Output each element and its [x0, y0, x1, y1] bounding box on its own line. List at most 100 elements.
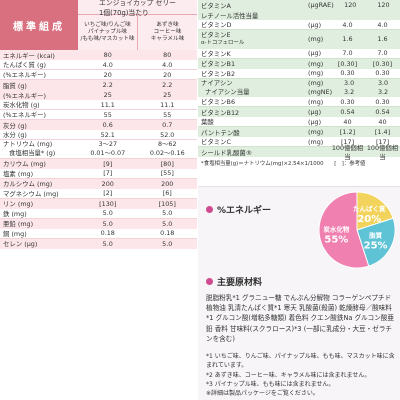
nutrient-unit: (μg) — [308, 49, 322, 57]
table-row-niacin: ナイアシン ナイアシン当量 (mg) (mgNE) 3.0 3.2 3.0 3.2 — [198, 78, 400, 97]
nutrient-name: セレン (μg) — [3, 240, 38, 248]
value-other: 0.7 — [162, 121, 173, 129]
table-row: 水分 (g) 52.1 52.0 — [0, 130, 197, 140]
pie-slice-value: 20% — [357, 214, 381, 225]
value-other: [1.4] — [374, 128, 391, 136]
value-fruit: 52.1 — [100, 130, 115, 139]
nutrient-name: シールド乳酸菌® — [201, 148, 253, 157]
pie-slice — [318, 191, 370, 269]
value-fruit: 80 — [103, 51, 112, 59]
value-fruit: 7.0 — [342, 49, 353, 57]
pie-slice — [356, 191, 394, 231]
table-row: (%エネルギー) 20 20 — [0, 70, 197, 80]
nutrient-name: ビタミンB6 — [201, 98, 236, 106]
value-fruit: 55 — [103, 110, 112, 119]
table-row: セレン (μg) 5.0 5.0 — [0, 238, 197, 249]
table-row: パントテン酸 (mg) [1.2] [1.4] — [198, 127, 400, 137]
value-other: 120 — [377, 1, 390, 9]
column-header-other: あずき味 コーヒー味 キャラメル味 — [137, 15, 197, 50]
value-fruit: [2] — [103, 189, 113, 197]
energy-materials-panel: %エネルギー たんぱく質 20% 脂質 25% 炭水化物 55% 主要原材料 脱脂粉乳*1… — [198, 186, 400, 400]
value-other: 5.0 — [162, 209, 173, 217]
table-row: シールド乳酸菌® 100億個相当 100億個相当 — [198, 144, 400, 161]
nutrient-name: 葉酸 — [201, 118, 214, 126]
table-row: 亜鉛 (mg) 5.0 5.0 — [0, 218, 197, 229]
value-other: 40 — [378, 117, 387, 126]
value-fruit: 0.54 — [340, 108, 355, 116]
value-fruit: 0.30 — [340, 69, 355, 77]
table-row: マグネシウム (mg) [2] [6] — [0, 188, 197, 199]
value-fruit: 4.0 — [342, 20, 353, 29]
nutrient-unit: (μgRAE) — [308, 1, 334, 9]
table-row: ビタミンB12 (μg) 0.54 0.54 — [198, 107, 400, 117]
value-fruit: 120 — [344, 1, 357, 9]
value-fruit: 0.6 — [102, 121, 113, 129]
nutrient-name: たんぱく質 (g) — [3, 61, 47, 69]
value-other: 4.0 — [162, 60, 173, 69]
table-row: ビタミンD (μg) 4.0 4.0 — [198, 20, 400, 30]
value-fruit: [130] — [99, 199, 117, 208]
table-row: ビタミンC (mg) [17] [17] — [198, 137, 400, 147]
table-row: (%エネルギー) 55 55 — [0, 110, 197, 120]
table-row: ビタミンB1 (mg) [0.30] [0.30] — [198, 58, 400, 69]
value-other: 200 — [161, 179, 174, 188]
value-other: [80] — [160, 159, 174, 168]
table-row: 脂質 (g) 2.2 2.2 — [0, 80, 197, 90]
nutrient-name: ビタミンA — [201, 1, 231, 10]
nutrient-name: 鉄 (mg) — [3, 209, 27, 218]
nutrient-name: 炭水化物 (g) — [3, 101, 40, 109]
value-fruit: 11.1 — [100, 100, 115, 109]
table-row-vitamin-e: ビタミンE α-トコフェロール (mg) 1.6 1.6 — [198, 30, 400, 49]
nutrient-unit: (μg) — [308, 117, 322, 126]
table-row-sodium: ナトリウム (mg) 食塩相当量* (g) 3〜27 0.01〜0.07 8〜62… — [0, 140, 197, 159]
pie-slice — [356, 217, 396, 267]
column-header-fruit: いちご味/りんご味 パイナップル味/もも味/マスカット味 — [80, 22, 135, 42]
table-row: 鉄 (mg) 5.0 5.0 — [0, 208, 197, 219]
value-other: 2.2 — [162, 81, 173, 89]
table-row: レチノール活性当量 — [198, 10, 400, 20]
value-other: 52.0 — [160, 130, 175, 139]
value-other: 11.1 — [160, 100, 175, 109]
nutrient-unit: (mg) — [308, 128, 324, 136]
ingredients-text: 脱脂粉乳*1 グラニュー糖 でんぷん分解物 コラーゲンペプチド 植物油 乳清たん… — [206, 294, 394, 343]
salt-footnote: *食塩相当量(g)＝ナトリウム(mg)×2.54×1/1000 [ ]：参考値 — [201, 161, 366, 167]
table-row: (%エネルギー) 25 25 — [0, 90, 197, 100]
value-other: 20 — [163, 70, 172, 79]
nutrient-unit: (mg) — [308, 59, 324, 68]
nutrient-name: 水分 (g) — [3, 131, 27, 139]
value-other: 0.30 — [375, 69, 390, 77]
right-nutrition-table: ビタミンA (μgRAE) 120 120 レチノール活性当量 ビタミンD (μg) 4.0… — [198, 0, 400, 169]
value-other: 100億個相当 — [366, 144, 399, 161]
product-header: エンジョイカップ ゼリー 1個(70g)当たり — [78, 0, 197, 17]
table-row: ビタミンB6 (mg) 0.30 0.30 — [198, 97, 400, 107]
left-table-header: 標準組成 エンジョイカップ ゼリー 1個(70g)当たり いちご味/りんご味 パイナ… — [0, 0, 197, 50]
nutrient-name: 塩素 (mg) — [3, 169, 34, 178]
note-line: *3 パイナップル味、もも味には含まれません。 — [206, 380, 335, 388]
value-other: 0.30 — [375, 97, 390, 106]
value-fruit: 2.2 — [102, 81, 113, 89]
table-row: カルシウム (mg) 200 200 — [0, 178, 197, 189]
pie-slice-label: 炭水化物 — [323, 224, 350, 233]
value-other: 4.0 — [377, 20, 388, 29]
table-row: 炭水化物 (g) 11.1 11.1 — [0, 100, 197, 110]
value-other: 5.0 — [162, 239, 173, 248]
value-other: 25 — [163, 91, 172, 99]
value-fruit: [1.2] — [339, 128, 356, 136]
table-title: 標準組成 — [0, 0, 78, 50]
nutrient-name: カリウム (mg) — [3, 160, 46, 168]
value-fruit: 5.0 — [102, 209, 113, 217]
nutrient-name: ビタミンB1 — [201, 60, 236, 68]
nutrient-name: ビタミンB12 — [201, 108, 240, 117]
nutrient-name: マグネシウム (mg) — [3, 189, 59, 198]
value-fruit: 20 — [103, 70, 112, 79]
pie-slice-value: 25% — [364, 240, 388, 251]
nutrient-name: (%エネルギー) — [3, 71, 47, 79]
nutrient-name: (%エネルギー) — [3, 91, 47, 100]
nutrient-name: 灰分 (g) — [3, 121, 27, 130]
table-row: リン (mg) [130] [105] — [0, 198, 197, 209]
value-fruit: [7] — [103, 169, 113, 177]
left-nutrition-table: 標準組成 エンジョイカップ ゼリー 1個(70g)当たり いちご味/りんご味 パイナ… — [0, 0, 197, 249]
value-fruit: 40 — [343, 117, 352, 126]
value-other: 55 — [163, 110, 172, 119]
